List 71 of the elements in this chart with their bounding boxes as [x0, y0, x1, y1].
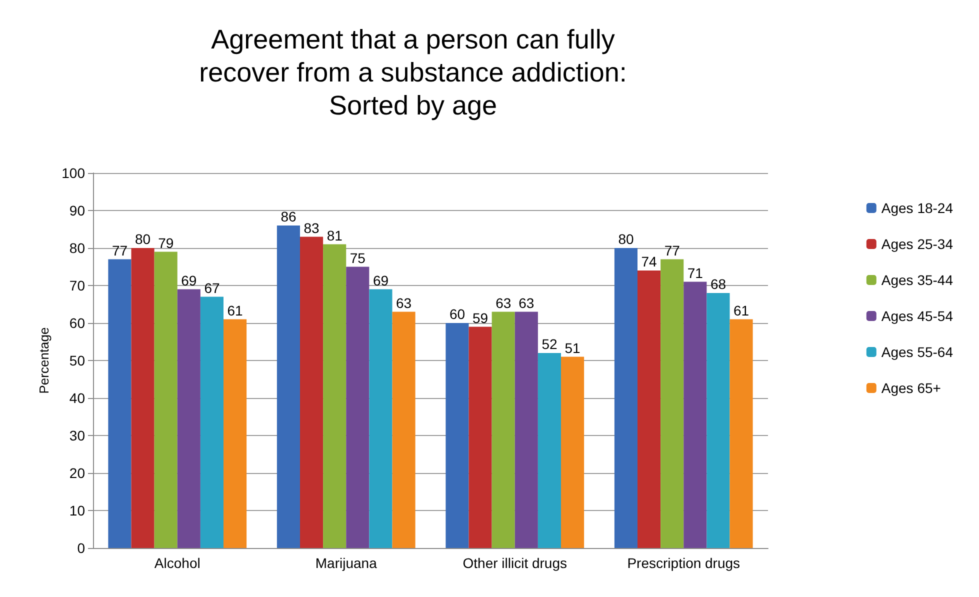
- bar: [392, 312, 416, 548]
- bar: [684, 282, 707, 548]
- bar: [660, 259, 684, 548]
- chart-title: Agreement that a person can fully recover from a substance addiction: Sorted by age: [199, 24, 627, 120]
- x-tick-label: Prescription drugs: [627, 555, 740, 571]
- data-label: 77: [112, 242, 128, 258]
- bar: [346, 266, 370, 548]
- y-tick-label: 60: [69, 315, 86, 331]
- y-tick-label: 40: [69, 390, 86, 406]
- bar: [538, 353, 561, 548]
- legend-label: Ages 18-24: [881, 200, 954, 216]
- data-label: 81: [326, 227, 343, 244]
- legend-label: Ages 25-34: [881, 236, 954, 252]
- bar: [514, 312, 538, 548]
- legend-label: Ages 35-44: [881, 272, 954, 288]
- x-tick-label: Other illicit drugs: [462, 555, 568, 571]
- bar: [614, 248, 638, 548]
- bar: [638, 270, 661, 548]
- bar: [154, 252, 178, 548]
- data-label: 71: [687, 264, 704, 281]
- data-label: 74: [641, 254, 658, 270]
- y-tick-label: 80: [69, 240, 86, 256]
- data-label: 61: [227, 302, 244, 318]
- bar: [492, 312, 515, 548]
- bar: [706, 293, 730, 548]
- y-tick-label: 90: [69, 202, 86, 218]
- data-label: 80: [134, 231, 151, 247]
- y-tick-label: 10: [69, 502, 86, 518]
- x-tick-label: Alcohol: [154, 555, 200, 571]
- y-tick-label: 0: [77, 540, 86, 556]
- data-label: 59: [472, 310, 488, 326]
- data-label: 86: [280, 208, 296, 224]
- legend-label: Ages 55-64: [881, 344, 954, 360]
- y-tick-label: 50: [69, 352, 86, 368]
- bar: [131, 248, 154, 548]
- data-label: 80: [618, 231, 634, 247]
- data-label: 69: [372, 272, 389, 288]
- y-tick-label: 100: [62, 165, 86, 181]
- x-tick-label: Marijuana: [315, 555, 378, 571]
- bar: [369, 289, 392, 548]
- y-axis-title: Percentage: [36, 327, 52, 394]
- bar: [446, 323, 469, 548]
- bar: [323, 244, 346, 548]
- data-label: 63: [396, 294, 412, 311]
- data-label: 63: [496, 294, 512, 311]
- legend-label: Ages 65+: [881, 380, 941, 396]
- data-label: 52: [542, 336, 558, 352]
- data-label: 51: [564, 340, 581, 356]
- bar: [224, 319, 247, 548]
- bar: [276, 226, 300, 548]
- bar: [177, 289, 200, 548]
- bar: [561, 356, 584, 548]
- bar: [200, 296, 224, 548]
- data-label: 63: [518, 294, 534, 311]
- legend-label: Ages 45-54: [881, 308, 954, 324]
- data-label: 61: [733, 302, 750, 318]
- data-label: 79: [158, 234, 174, 251]
- bar: [300, 236, 324, 548]
- data-label: 67: [204, 280, 220, 296]
- bar: [730, 319, 753, 548]
- bar: [108, 259, 132, 548]
- data-label: 75: [350, 250, 366, 266]
- data-label: 77: [664, 242, 680, 258]
- y-tick-label: 70: [69, 278, 86, 294]
- y-tick-label: 30: [69, 428, 86, 444]
- bar: [468, 326, 492, 548]
- data-label: 69: [181, 272, 197, 288]
- data-label: 60: [449, 306, 466, 322]
- data-label: 83: [304, 220, 320, 236]
- data-label: 68: [710, 276, 726, 292]
- y-tick-label: 20: [69, 465, 86, 481]
